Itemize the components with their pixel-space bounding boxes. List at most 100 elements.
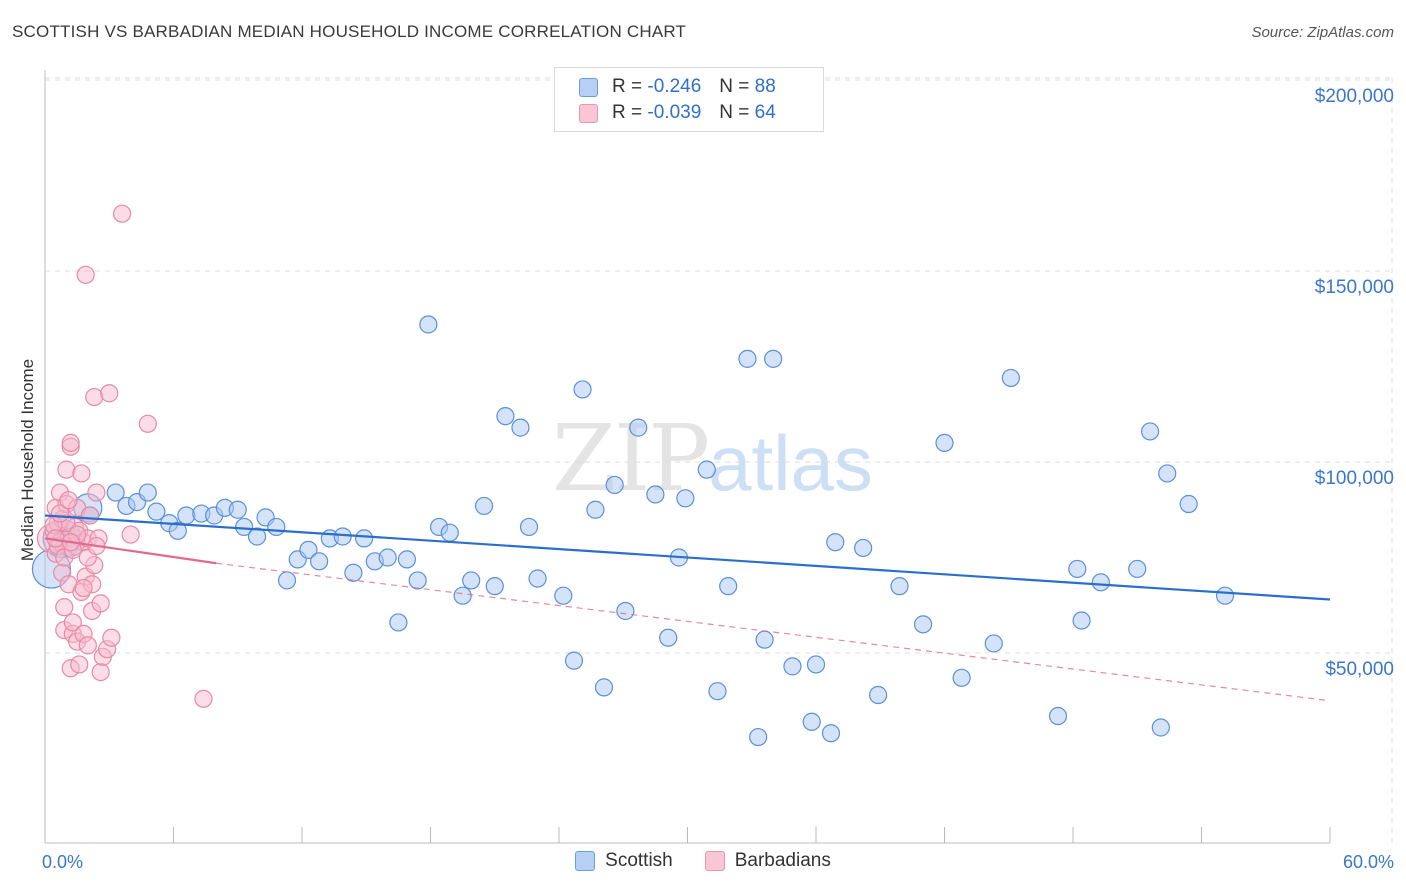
scottish-swatch [579, 77, 598, 97]
scottish-point [485, 577, 504, 596]
scottish-point [605, 475, 624, 495]
scottish-point [1215, 586, 1235, 605]
scottish-point [913, 615, 933, 634]
scottish-point [659, 628, 678, 647]
scottish-point [462, 571, 481, 590]
scottish-point [764, 349, 783, 368]
barbadian-point [55, 598, 74, 617]
scottish-point [419, 315, 438, 334]
legend-row-barbadians: R = -0.039 N = 64 [579, 100, 776, 126]
scottish-point [719, 577, 738, 596]
barbadian-n-label: N = [719, 102, 750, 123]
scottish-point [147, 502, 166, 521]
scottish-point [277, 571, 297, 590]
scottish-point [1001, 368, 1020, 388]
scottish-point [783, 657, 802, 676]
barbadian-point [61, 433, 80, 452]
scottish-point [821, 724, 841, 743]
barbadian-point [78, 636, 97, 655]
legend-barbadian-label: Barbadians [734, 850, 831, 871]
scottish-point [755, 630, 774, 649]
barbadian-swatch [579, 103, 598, 123]
scottish-point [1068, 559, 1087, 579]
scottish-point [935, 433, 954, 452]
scottish-point [697, 460, 716, 479]
scottish-point [378, 548, 397, 567]
scottish-point [299, 540, 318, 559]
barbadian-point [91, 594, 110, 613]
legend-item-barbadians[interactable]: Barbadians [704, 850, 831, 872]
barbadian-point [74, 578, 93, 598]
scottish-point [267, 517, 286, 537]
legend-scottish-label: Scottish [605, 850, 673, 871]
scottish-point [106, 483, 125, 502]
watermark-atlas: atlas [708, 419, 873, 507]
scottish-point [397, 550, 417, 569]
barbadian-point [80, 506, 100, 525]
barbadian-point [70, 655, 89, 674]
correlation-legend: R = -0.246 N = 88 R = -0.039 N = 64 [554, 67, 824, 132]
barbadian-point [59, 491, 78, 510]
barbadian-point [57, 460, 76, 479]
scottish-trend-line [44, 514, 1331, 601]
barbadian-point [102, 628, 121, 647]
barbadian-point [194, 689, 213, 708]
scottish-point [1091, 573, 1110, 592]
y-tick-100000: $100,000 [1314, 468, 1394, 489]
barbadian-points [36, 204, 213, 708]
barbadian-point [100, 384, 119, 403]
scottish-point [573, 380, 592, 399]
scottish-point [738, 349, 757, 368]
scottish-point [177, 506, 196, 525]
trend-lines [44, 514, 1331, 702]
scottish-point [869, 685, 888, 705]
y-tick-200000: $200,000 [1314, 86, 1394, 107]
scottish-points [31, 315, 1235, 747]
barbadian-trend-line [44, 537, 217, 565]
scottish-point [1048, 706, 1068, 726]
x-tick-max: 60.0% [1342, 852, 1394, 872]
scottish-point [511, 418, 530, 437]
scottish-point [1158, 464, 1177, 483]
barbadian-point [121, 525, 140, 544]
scottish-point [168, 521, 187, 540]
scottish-point [1179, 494, 1198, 514]
barbadian-point [85, 387, 104, 407]
legend-item-scottish[interactable]: Scottish [575, 850, 673, 872]
scottish-point [474, 496, 494, 516]
scottish-n-label: N = [719, 76, 750, 97]
scottish-point [749, 727, 768, 747]
legend-barbadian-swatch [704, 851, 725, 871]
barbadian-r-value: -0.039 [647, 102, 702, 123]
scottish-point [708, 682, 727, 701]
grid-lines [45, 77, 1393, 843]
barbadian-r-label: R = [612, 102, 643, 123]
scottish-point [247, 527, 267, 546]
scottish-point [676, 489, 695, 508]
series-legend: Scottish Barbadians [0, 850, 1406, 872]
scottish-point [646, 485, 665, 504]
barbadian-point [72, 464, 91, 483]
scottish-point [629, 418, 648, 437]
scottish-point [554, 586, 573, 605]
scottish-point [616, 601, 635, 621]
scottish-point [1128, 559, 1147, 579]
barbadian-point [87, 483, 106, 502]
scottish-point [453, 586, 472, 605]
scottish-point [890, 577, 909, 596]
barbadian-point [63, 613, 82, 632]
scottish-point [228, 500, 247, 519]
scottish-point [528, 569, 547, 588]
scottish-point [408, 571, 427, 590]
legend-scottish-swatch [575, 851, 596, 871]
axes [44, 70, 1331, 844]
scottish-point [806, 655, 826, 674]
scottish-n-value: 88 [754, 76, 776, 97]
scottish-point [1072, 611, 1091, 630]
scottish-point [355, 529, 374, 548]
scottish-point [1140, 422, 1160, 441]
scottish-point [594, 678, 614, 697]
barbadian-point [138, 414, 157, 433]
scottish-point [344, 563, 363, 582]
